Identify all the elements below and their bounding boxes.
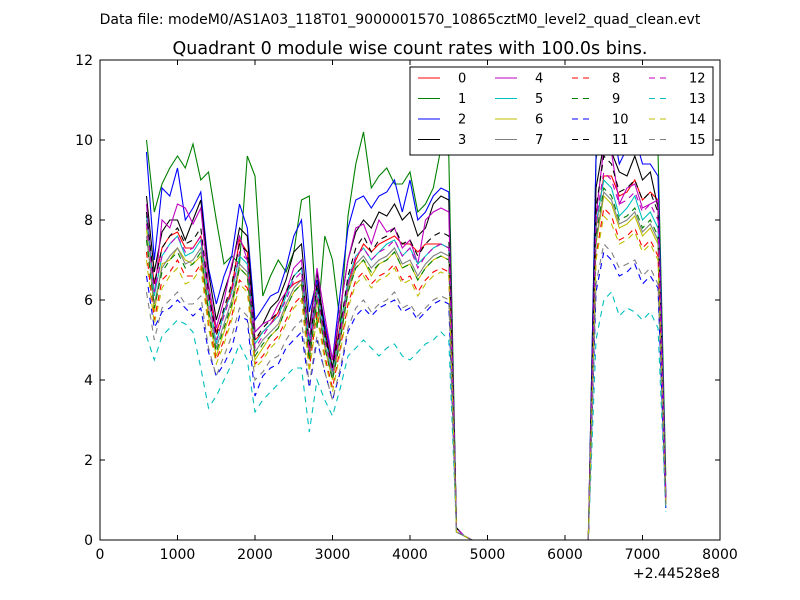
series-line-1 (145, 99, 667, 541)
x-tick-label: 1000 (160, 547, 196, 563)
legend-label-3: 3 (458, 133, 466, 148)
series-line-15 (145, 242, 667, 541)
legend-label-10: 10 (612, 113, 629, 128)
legend-label-12: 12 (689, 72, 706, 87)
legend-label-15: 15 (689, 133, 706, 148)
legend-label-1: 1 (458, 92, 466, 107)
series-line-13 (145, 290, 667, 541)
x-axis: 0 1000 2000 3000 4000 5000 6000 7000 8000 (96, 60, 738, 563)
x-offset-label: +2.44528e8 (633, 566, 720, 582)
x-tick-label: 5000 (470, 547, 506, 563)
legend-label-4: 4 (535, 72, 543, 87)
series-line-14 (145, 214, 667, 541)
x-tick-label: 6000 (547, 547, 583, 563)
legend-label-13: 13 (689, 92, 706, 107)
y-tick-label: 4 (84, 373, 93, 389)
legend-label-0: 0 (458, 72, 466, 87)
series-line-8 (145, 206, 667, 541)
y-tick-label: 2 (84, 453, 93, 469)
series-line-11 (145, 154, 667, 541)
x-tick-label: 0 (96, 547, 105, 563)
y-tick-label: 8 (84, 213, 93, 229)
x-tick-label: 8000 (702, 547, 738, 563)
legend-label-9: 9 (612, 92, 620, 107)
series-line-9 (145, 186, 667, 541)
plot-series (145, 99, 667, 541)
y-tick-label: 0 (84, 533, 93, 549)
x-tick-label: 2000 (237, 547, 273, 563)
legend-label-5: 5 (535, 92, 543, 107)
y-tick-label: 12 (75, 53, 93, 69)
series-line-5 (145, 178, 667, 541)
legend-label-2: 2 (458, 113, 466, 128)
legend-label-11: 11 (612, 133, 629, 148)
legend-label-7: 7 (535, 133, 543, 148)
legend-label-14: 14 (689, 113, 706, 128)
x-tick-label: 3000 (315, 547, 351, 563)
series-line-12 (145, 170, 667, 541)
x-tick-label: 7000 (625, 547, 661, 563)
series-line-6 (145, 194, 667, 541)
y-tick-label: 6 (84, 293, 93, 309)
y-tick-label: 10 (75, 133, 93, 149)
x-tick-label: 4000 (392, 547, 428, 563)
series-line-0 (145, 175, 667, 541)
chart-title: Quadrant 0 module wise count rates with … (173, 39, 648, 59)
series-line-10 (145, 250, 667, 541)
data-file-label: Data file: modeM0/AS1A03_118T01_90000015… (100, 12, 701, 28)
legend-frame (409, 66, 714, 156)
legend-label-8: 8 (612, 72, 620, 87)
legend-label-6: 6 (535, 113, 543, 128)
